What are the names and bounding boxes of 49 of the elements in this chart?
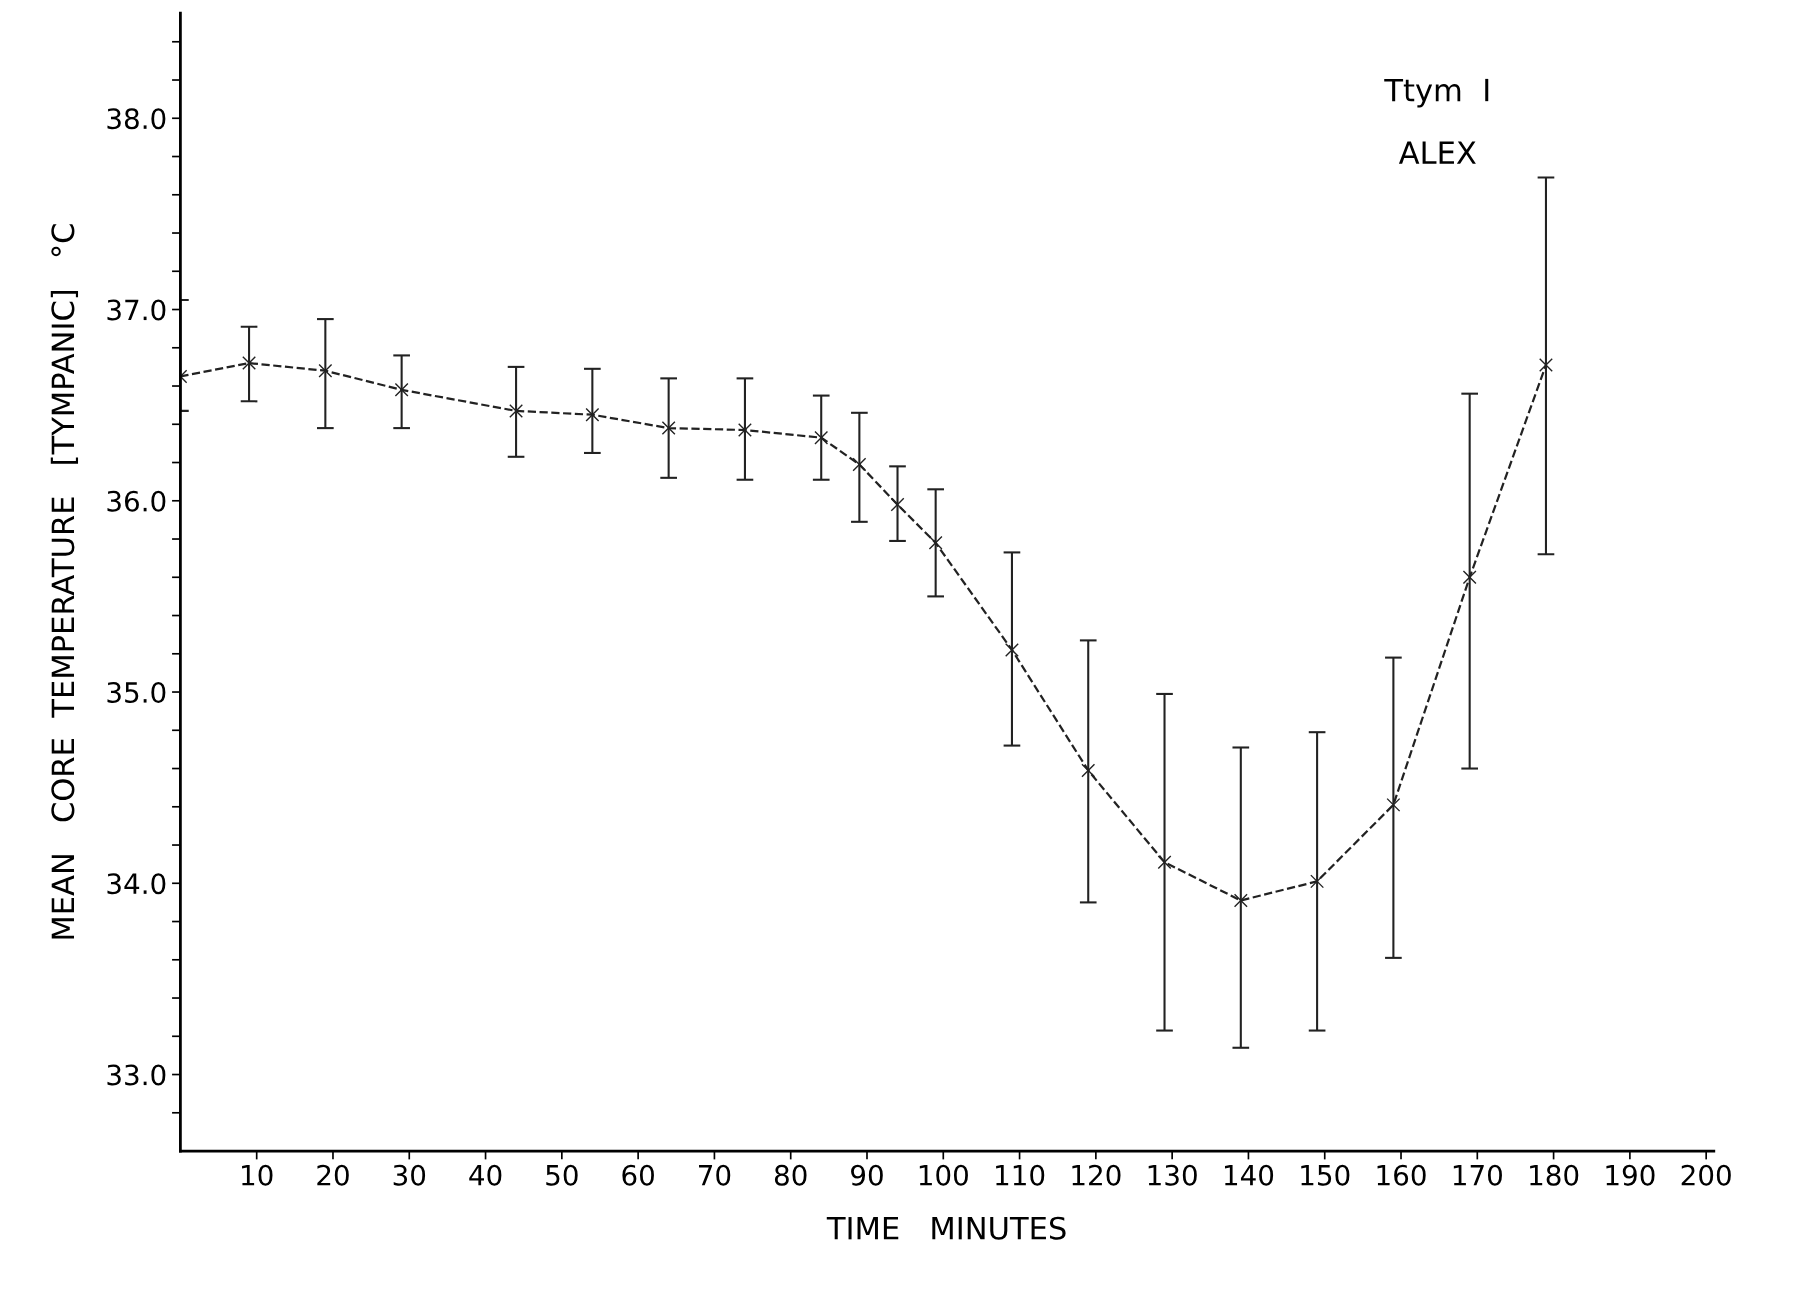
x-tick-label: 40 [469, 1164, 502, 1186]
x-tick-label: 160 [1377, 1164, 1426, 1186]
x-tick-label: 190 [1606, 1164, 1655, 1186]
point [318, 363, 333, 378]
y-tick-label: 33.0 [107, 1064, 166, 1086]
point [394, 382, 409, 397]
x-tick-label: 180 [1530, 1164, 1579, 1186]
x-tick-label: 50 [546, 1164, 578, 1186]
x-tick-label: 110 [996, 1164, 1045, 1186]
point [1081, 763, 1096, 778]
point [1233, 893, 1248, 908]
point [1386, 797, 1401, 812]
y-tick-label: 34.0 [107, 873, 166, 895]
point [585, 407, 600, 422]
point [1539, 358, 1553, 372]
x-tick-label: 100 [919, 1164, 968, 1186]
point [1310, 874, 1325, 889]
point [814, 430, 829, 445]
y-tick-label: 38.0 [107, 108, 166, 130]
point [1462, 570, 1477, 585]
x-tick-label: 10 [242, 1164, 273, 1186]
y-tick-label: 35.0 [107, 681, 166, 703]
y-tick-label: 37.0 [107, 299, 166, 321]
point [737, 423, 752, 437]
annotation: Ttym I [1384, 78, 1489, 108]
y-tick-label: 36.0 [107, 490, 166, 512]
point [509, 403, 524, 418]
point [852, 457, 867, 472]
x-tick-label: 170 [1453, 1164, 1502, 1186]
x-tick-label: 120 [1072, 1164, 1121, 1186]
x-tick-label: 20 [317, 1164, 349, 1186]
x-axis-title: TIME MINUTES [826, 1216, 1066, 1240]
point [1157, 855, 1172, 870]
point [890, 497, 905, 512]
point [242, 356, 257, 371]
x-tick-label: 140 [1224, 1164, 1274, 1186]
x-tick-label: 90 [851, 1164, 883, 1186]
x-tick-label: 80 [774, 1164, 807, 1186]
y-axis-title: MEAN CORE TEMPERATURE [TYMPANIC] °C [50, 224, 79, 939]
x-tick-label: 60 [622, 1164, 654, 1186]
x-tick-label: 70 [699, 1164, 731, 1186]
x-tick-label: 130 [1148, 1164, 1197, 1186]
point [661, 421, 676, 436]
x-tick-label: 150 [1301, 1164, 1350, 1186]
x-tick-label: 200 [1681, 1164, 1731, 1186]
x-tick-label: 30 [393, 1164, 426, 1186]
point [1005, 643, 1019, 657]
point [928, 535, 943, 550]
annotation: ALEX [1398, 141, 1476, 164]
